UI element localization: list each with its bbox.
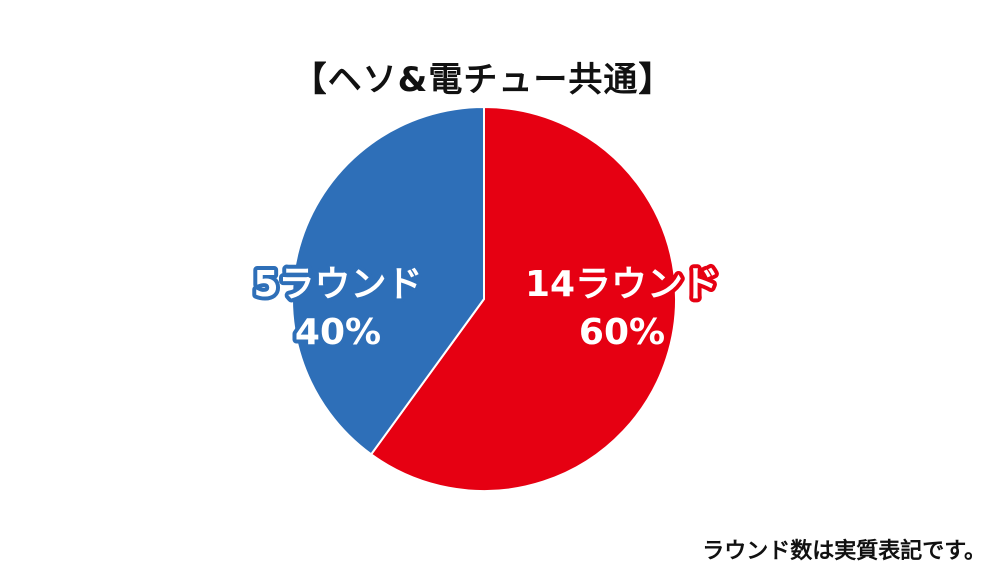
slice-percent-2: 40% xyxy=(295,312,381,353)
footnote: ラウンド数は実質表記です。 xyxy=(702,539,986,564)
pie-slices xyxy=(291,105,677,492)
slice-label-2: 5ラウンド xyxy=(253,264,422,305)
slice-label-1: 14ラウンド xyxy=(525,264,719,305)
chart-title: 【ヘソ&電チュー共通】 xyxy=(292,60,674,100)
slice-percent-1: 60% xyxy=(579,312,665,353)
pie-labels: 14ラウンド 60% 5ラウンド 40% xyxy=(249,260,723,357)
pie-slice-2 xyxy=(291,105,485,456)
pie-slice-1 xyxy=(369,105,677,492)
